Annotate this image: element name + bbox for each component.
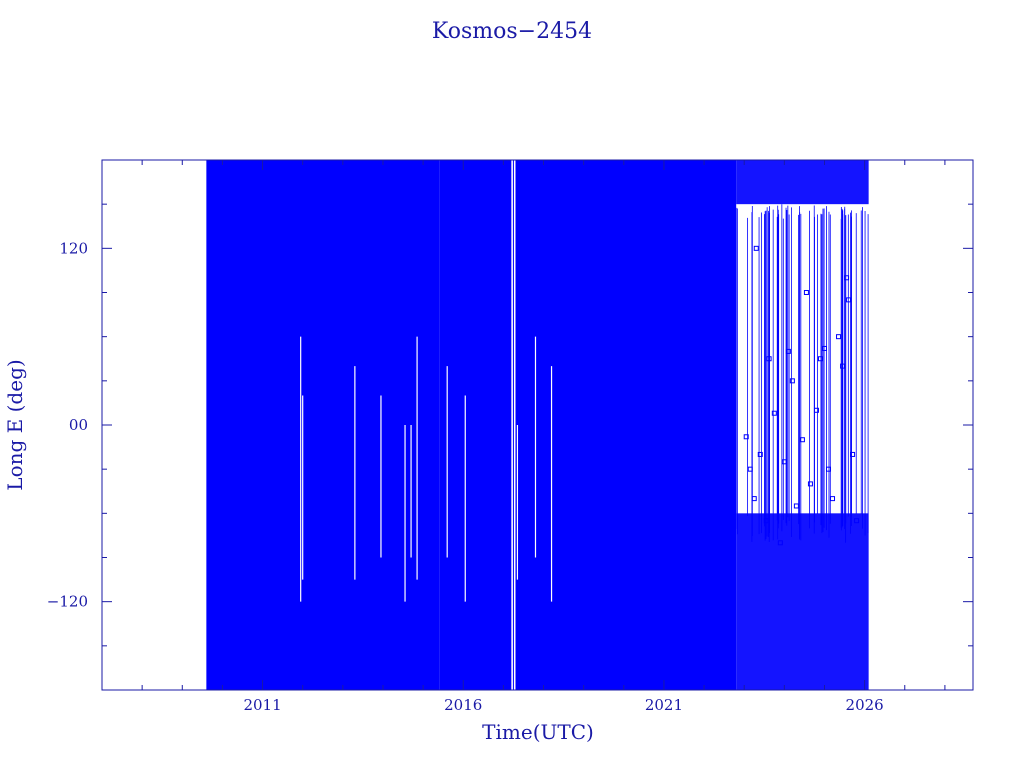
data-point — [785, 348, 791, 354]
x-tick-label: 2026 — [846, 696, 884, 714]
data-point — [763, 518, 769, 524]
data-point — [799, 437, 805, 443]
axis-ticks: 2011 2016 2021 2026 −120 00 120 — [47, 159, 973, 714]
data-point — [844, 275, 850, 281]
data-point — [243, 341, 249, 347]
data-point — [244, 363, 250, 369]
data-point — [751, 496, 757, 502]
data-band-1 — [736, 513, 869, 690]
data-point — [221, 393, 227, 399]
data-point — [789, 378, 795, 384]
data-point — [753, 245, 759, 251]
data-point — [235, 562, 241, 568]
data-point — [807, 481, 813, 487]
y-tick-label: 120 — [59, 239, 88, 257]
data-point — [854, 518, 860, 524]
data-point — [840, 363, 846, 369]
data-point — [248, 451, 254, 457]
data-markers — [217, 245, 860, 568]
data-point — [743, 434, 749, 440]
data-point — [766, 356, 772, 362]
data-dense-range-0 — [206, 160, 440, 690]
data-dense-range-2 — [515, 160, 737, 690]
x-tick-label: 2016 — [444, 696, 482, 714]
data-point — [777, 540, 783, 546]
x-tick-label: 2021 — [645, 696, 683, 714]
x-axis-title: Time(UTC) — [482, 720, 594, 744]
data-point — [846, 297, 852, 303]
data-point — [217, 356, 223, 362]
data-point — [793, 503, 799, 509]
data-point — [781, 459, 787, 465]
data-point — [830, 496, 836, 502]
data-point — [241, 510, 247, 516]
data-point — [747, 466, 753, 472]
data-point — [836, 334, 842, 340]
data-point — [228, 481, 234, 487]
data-point — [246, 385, 252, 391]
y-axis-title: Long E (deg) — [3, 359, 27, 490]
data-point — [757, 451, 763, 457]
data-point — [225, 437, 231, 443]
data-point — [813, 407, 819, 413]
data-band-0 — [736, 160, 869, 205]
chart-title: Kosmos−2454 — [432, 19, 592, 44]
data-point — [803, 290, 809, 295]
x-tick-label: 2011 — [243, 696, 281, 714]
plot-area — [206, 160, 869, 690]
data-point — [821, 345, 827, 351]
data-point — [850, 451, 856, 457]
data-point — [771, 410, 777, 416]
data-dense-range-1 — [439, 160, 512, 690]
y-tick-label: −120 — [47, 593, 88, 611]
data-point — [237, 547, 243, 553]
data-point — [219, 378, 225, 384]
data-point — [817, 356, 823, 362]
y-tick-label: 00 — [69, 416, 88, 434]
data-gap-lines — [300, 336, 553, 602]
data-point — [231, 525, 237, 531]
data-point — [826, 466, 832, 472]
data-point — [223, 407, 229, 413]
